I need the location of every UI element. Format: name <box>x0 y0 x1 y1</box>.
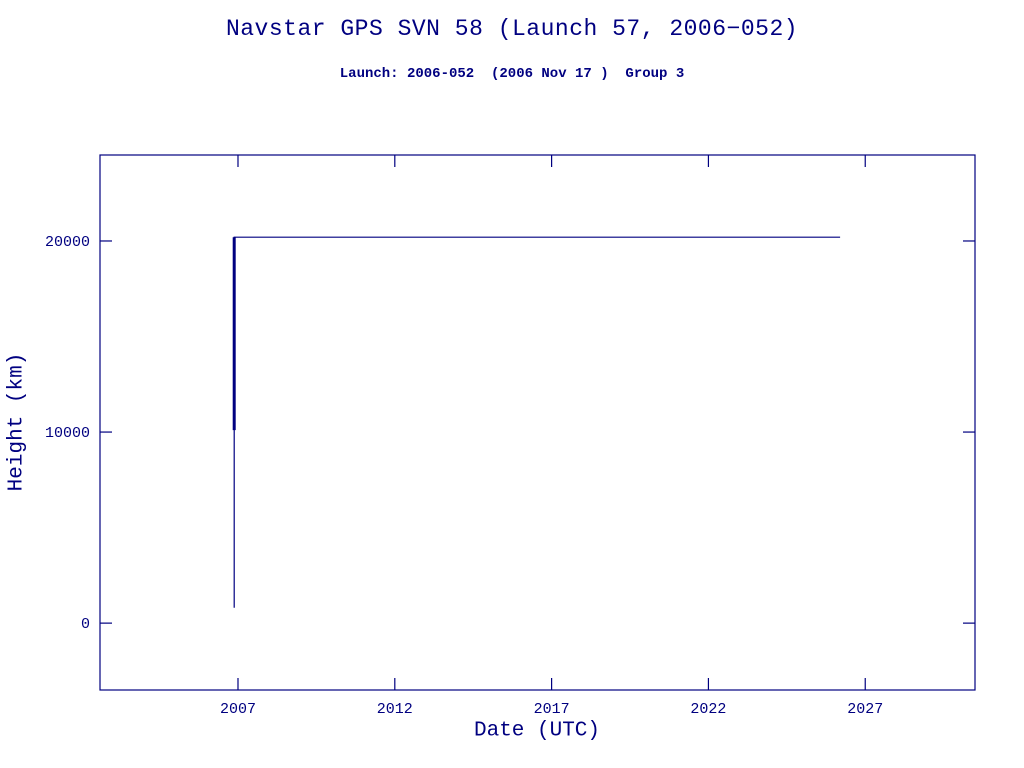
x-tick-label: 2027 <box>847 701 883 718</box>
x-tick-label: 2022 <box>690 701 726 718</box>
x-tick-label: 2017 <box>534 701 570 718</box>
plot-frame <box>99 154 976 691</box>
series-height-profile <box>233 236 841 608</box>
x-tick-label: 2007 <box>220 701 256 718</box>
x-axis-label: Date (UTC) <box>473 719 601 743</box>
x-tick-label: 2012 <box>377 701 413 718</box>
chart-title: Navstar GPS SVN 58 (Launch 57, 2006−052) <box>225 16 799 42</box>
chart-subtitle: Launch: 2006-052 (2006 Nov 17 ) Group 3 <box>339 66 685 82</box>
y-tick-label: 0 <box>81 616 90 633</box>
y-tick-label: 10000 <box>45 425 90 442</box>
y-tick-label: 20000 <box>45 234 90 251</box>
